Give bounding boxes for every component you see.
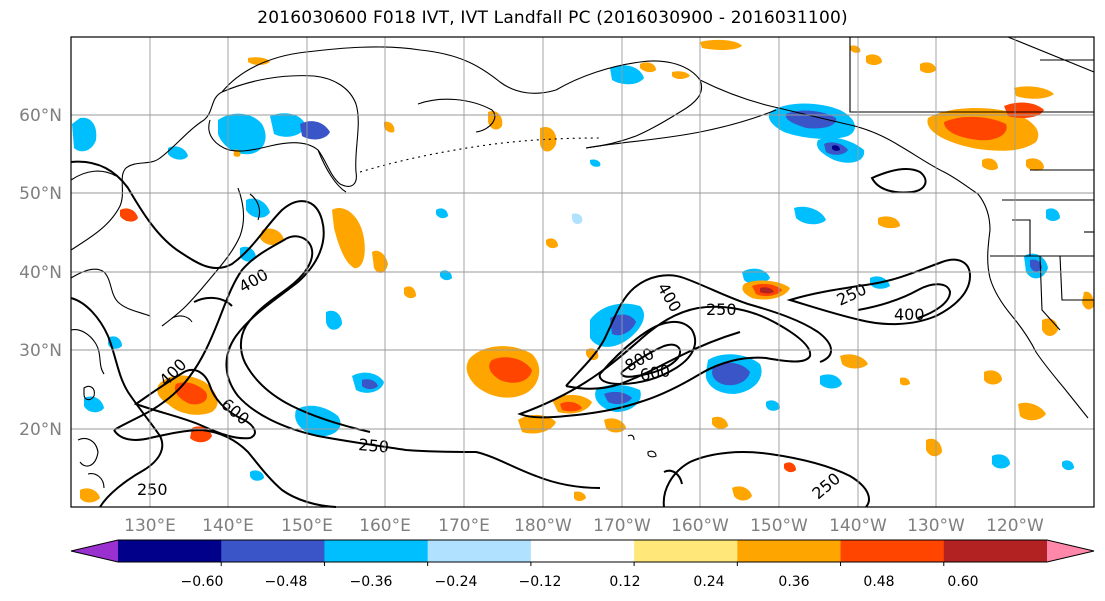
colorbar-tick-label: −0.24 bbox=[435, 574, 478, 590]
colorbar-tick-label: 0.24 bbox=[693, 574, 724, 590]
lon-tick-label: 150°W bbox=[750, 516, 808, 536]
colorbar bbox=[70, 539, 1095, 566]
lon-tick-label: 130°W bbox=[907, 516, 965, 536]
colorbar-tick-label: 0.48 bbox=[863, 574, 894, 590]
map-frame bbox=[70, 36, 1095, 508]
colorbar-bin bbox=[737, 540, 842, 562]
lon-tick-label: 160°E bbox=[359, 516, 411, 536]
colorbar-tick-label: −0.48 bbox=[265, 574, 308, 590]
colorbar-tick-label: −0.12 bbox=[519, 574, 562, 590]
colorbar-outline bbox=[70, 539, 1095, 563]
colorbar-bin bbox=[840, 540, 945, 562]
colorbar-labels: −0.60 −0.48 −0.36 −0.24 −0.12 0.12 0.24 … bbox=[181, 574, 979, 590]
lat-tick-label: 50°N bbox=[19, 184, 62, 204]
contour-label: 250 bbox=[706, 300, 737, 319]
contour-label: 250 bbox=[358, 435, 390, 457]
lon-axis: 130°E 140°E 150°E 160°E 170°E 180°W 170°… bbox=[124, 516, 1044, 536]
lon-tick-label: 180°W bbox=[514, 516, 572, 536]
gridlines bbox=[71, 37, 1094, 507]
contour-label: 250 bbox=[137, 480, 168, 499]
lon-tick-label: 170°E bbox=[438, 516, 490, 536]
map-panel: 400 250 250 250 400 400 800 600 250 400 … bbox=[70, 36, 1095, 508]
lon-tick-label: 140°W bbox=[829, 516, 887, 536]
colorbar-bin bbox=[427, 540, 532, 562]
lat-tick-label: 40°N bbox=[19, 263, 62, 283]
colorbar-tick-label: 0.36 bbox=[778, 574, 809, 590]
lon-tick-label: 170°W bbox=[593, 516, 651, 536]
colorbar-bin bbox=[118, 540, 222, 562]
colorbar-extend-max bbox=[1047, 540, 1094, 562]
lon-tick-label: 140°E bbox=[202, 516, 254, 536]
colorbar-bin bbox=[943, 540, 1048, 562]
colorbar-tick-label: 0.60 bbox=[947, 574, 978, 590]
colorbar-tick-label: 0.12 bbox=[609, 574, 640, 590]
coastlines bbox=[70, 36, 1095, 489]
lat-tick-label: 30°N bbox=[19, 341, 62, 361]
lon-tick-label: 160°W bbox=[671, 516, 729, 536]
colorbar-tick-label: −0.60 bbox=[181, 574, 224, 590]
colorbar-bin bbox=[634, 540, 738, 562]
lon-tick-label: 130°E bbox=[124, 516, 176, 536]
colorbar-bin bbox=[221, 540, 325, 562]
contour-label: 400 bbox=[894, 305, 925, 324]
chart-title: 2016030600 F018 IVT, IVT Landfall PC (20… bbox=[257, 8, 848, 28]
colorbar-bin bbox=[324, 540, 429, 562]
colorbar-bin bbox=[530, 540, 635, 562]
lat-tick-label: 20°N bbox=[19, 420, 62, 440]
lon-tick-label: 150°E bbox=[281, 516, 333, 536]
colorbar-tick-label: −0.36 bbox=[350, 574, 393, 590]
colorbar-extend-min bbox=[71, 540, 118, 562]
lat-tick-label: 60°N bbox=[19, 106, 62, 126]
lon-tick-label: 120°W bbox=[986, 516, 1044, 536]
lat-axis: 60°N 50°N 40°N 30°N 20°N bbox=[19, 106, 62, 440]
